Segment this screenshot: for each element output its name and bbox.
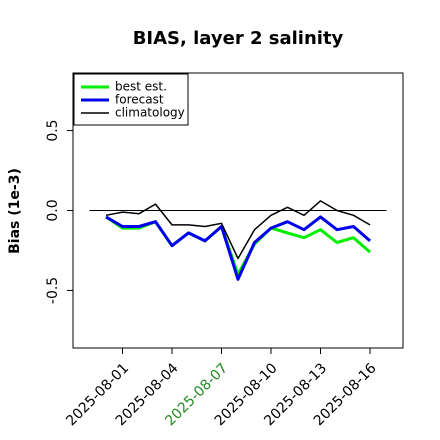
y-axis-label: Bias (1e-3) (7, 168, 23, 254)
y-tick-label: 0.5 (45, 119, 61, 141)
legend-label: forecast (115, 93, 164, 107)
series-line (105, 200, 371, 260)
chart-title: BIAS, layer 2 salinity (133, 28, 344, 49)
legend-label: climatology (115, 106, 185, 120)
y-tick-label: 0.0 (45, 199, 61, 221)
series-line (105, 215, 371, 281)
legend-label: best est. (115, 80, 167, 94)
y-tick-label: -0.5 (45, 277, 61, 304)
